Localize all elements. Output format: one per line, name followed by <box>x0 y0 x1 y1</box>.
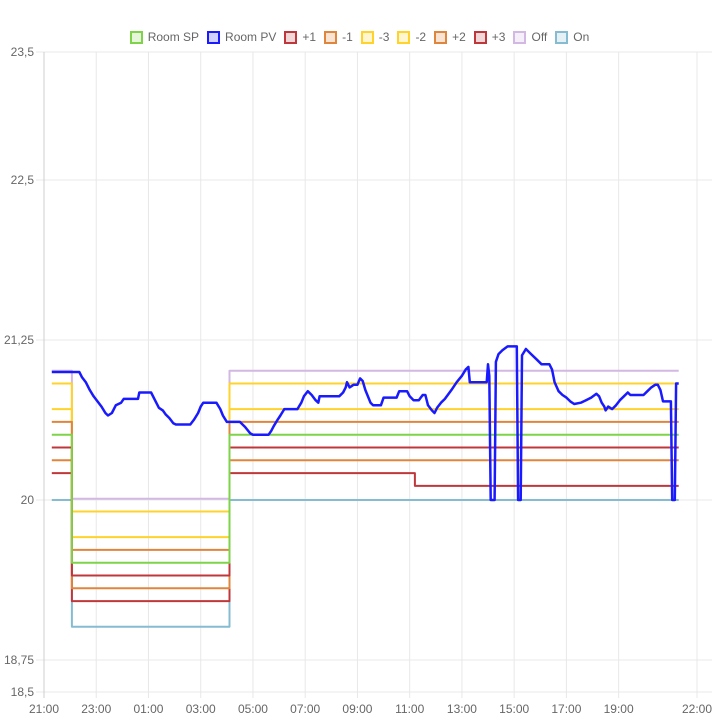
y-tick-label: 20 <box>21 493 35 507</box>
series-line-room-pv <box>51 345 679 502</box>
x-tick-label: 03:00 <box>186 702 216 716</box>
x-tick-label: 09:00 <box>342 702 372 716</box>
x-tick-label: 01:00 <box>133 702 163 716</box>
legend-label: Room PV <box>225 30 277 44</box>
y-axis-labels: 23,5 22,5 21,25 20 18,75 18,5 <box>4 45 34 699</box>
legend-item[interactable]: Room PV <box>207 30 276 44</box>
legend-label: +2 <box>452 30 466 44</box>
x-tick-label: 15:00 <box>499 702 529 716</box>
y-tick-label: 21,25 <box>4 333 34 347</box>
legend-swatch-icon <box>324 30 338 44</box>
series-line-room-sp <box>51 433 679 564</box>
series-line-3 <box>51 382 679 513</box>
series-line-on <box>51 499 679 628</box>
series-line-2 <box>51 459 679 590</box>
legend-swatch-icon <box>555 30 569 44</box>
chart-legend: Room SP Room PV +1 -1 -3 -2 +2 +3 Off On <box>0 30 719 44</box>
legend-item[interactable]: On <box>555 30 589 44</box>
legend-swatch-icon <box>434 30 448 44</box>
legend-label: Off <box>531 30 548 44</box>
y-tick-label: 22,5 <box>11 173 35 187</box>
legend-label: Room SP <box>147 30 200 44</box>
y-tick-label: 23,5 <box>11 45 35 59</box>
legend-swatch-icon <box>207 30 221 44</box>
legend-label: -3 <box>378 30 390 44</box>
legend-label: +1 <box>302 30 317 44</box>
legend-item[interactable]: -3 <box>360 30 390 44</box>
series-line-2 <box>51 408 679 539</box>
data-series <box>51 345 679 628</box>
x-tick-label: 21:00 <box>29 702 59 716</box>
series-line-off <box>51 369 679 500</box>
legend-swatch-icon <box>473 30 487 44</box>
legend-item[interactable]: -1 <box>324 30 353 44</box>
x-tick-label: 19:00 <box>604 702 634 716</box>
x-tick-label: 22:00 <box>682 702 712 716</box>
legend-label: +3 <box>491 30 506 44</box>
legend-label: On <box>573 30 590 44</box>
x-tick-label: 07:00 <box>290 702 320 716</box>
x-tick-label: 23:00 <box>81 702 111 716</box>
legend-item[interactable]: -2 <box>397 30 426 44</box>
series-line-1 <box>51 420 679 551</box>
x-tick-label: 05:00 <box>238 702 268 716</box>
y-tick-label: 18,5 <box>11 685 35 699</box>
x-tick-label: 13:00 <box>447 702 477 716</box>
legend-swatch-icon <box>360 30 374 44</box>
legend-label: -1 <box>342 30 353 44</box>
y-tick-label: 18,75 <box>4 653 34 667</box>
series-line-1 <box>51 446 679 577</box>
x-axis-labels: 21:00 23:00 01:00 03:00 05:00 07:00 09:00 11:00… <box>29 702 712 716</box>
x-tick-label: 17:00 <box>551 702 581 716</box>
legend-item[interactable]: +1 <box>284 30 316 44</box>
legend-item[interactable]: Room SP <box>129 30 200 44</box>
legend-swatch-icon <box>397 30 411 44</box>
legend-label: -2 <box>415 30 427 44</box>
legend-swatch-icon <box>129 30 143 44</box>
x-tick-label: 11:00 <box>395 702 424 716</box>
legend-swatch-icon <box>513 30 527 44</box>
legend-item[interactable]: Off <box>513 30 547 44</box>
legend-swatch-icon <box>284 30 298 44</box>
legend-item[interactable]: +2 <box>434 30 466 44</box>
legend-item[interactable]: +3 <box>473 30 506 44</box>
